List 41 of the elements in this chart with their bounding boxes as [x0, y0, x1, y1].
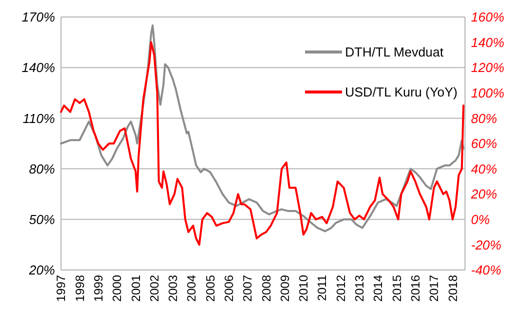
y-tick-label: 80%	[28, 161, 55, 176]
y2-tick-label: 140%	[471, 34, 504, 50]
x-tick-label: 2010	[296, 274, 311, 302]
y2-tick-label: 100%	[471, 85, 504, 100]
y2-tick-label: 160%	[471, 10, 504, 25]
y-tick-label: 50%	[28, 212, 55, 227]
legend-label: DTH/TL Mevduat	[345, 44, 444, 60]
x-tick-label: 2005	[203, 274, 218, 302]
x-tick-label: 2016	[408, 274, 422, 302]
x-tick-label: 2008	[259, 274, 274, 302]
x-tick-label: 2018	[446, 274, 460, 302]
x-tick-label: 2003	[166, 274, 180, 302]
y2-tick-label: 80%	[471, 110, 498, 126]
x-tick-label: 2012	[334, 274, 348, 302]
y2-tick-label: 0%	[471, 212, 490, 227]
y2-tick-label: -40%	[471, 262, 502, 278]
x-tick-label: 1999	[91, 274, 106, 302]
x-tick-label: 1997	[54, 274, 68, 302]
legend-label: USD/TL Kuru (YoY)	[345, 84, 458, 100]
x-tick-label: 2014	[371, 274, 386, 302]
y-tick-label: 140%	[22, 60, 55, 76]
x-tick-label: 2011	[315, 274, 330, 301]
y-tick-label: 170%	[22, 10, 55, 25]
x-tick-label: 2013	[352, 274, 367, 302]
x-tick-label: 2000	[110, 274, 124, 302]
y2-tick-label: 40%	[471, 161, 498, 176]
x-tick-label: 2007	[240, 274, 255, 302]
x-tick-label: 2006	[222, 274, 236, 302]
y2-tick-label: 120%	[471, 60, 504, 76]
y2-tick-label: 20%	[470, 186, 498, 202]
x-tick-label: 2002	[147, 274, 162, 302]
x-tick-label: 2009	[278, 274, 292, 302]
x-tick-label: 2015	[390, 274, 404, 302]
y2-tick-label: -20%	[471, 237, 502, 252]
x-tick-label: 1998	[72, 274, 87, 302]
x-tick-label: 2001	[128, 274, 143, 302]
x-tick-label: 2017	[427, 274, 442, 302]
y2-tick-label: 60%	[471, 136, 498, 152]
y-tick-label: 110%	[22, 110, 55, 126]
x-tick-label: 2004	[184, 274, 199, 302]
y-tick-label: 20%	[28, 262, 55, 278]
